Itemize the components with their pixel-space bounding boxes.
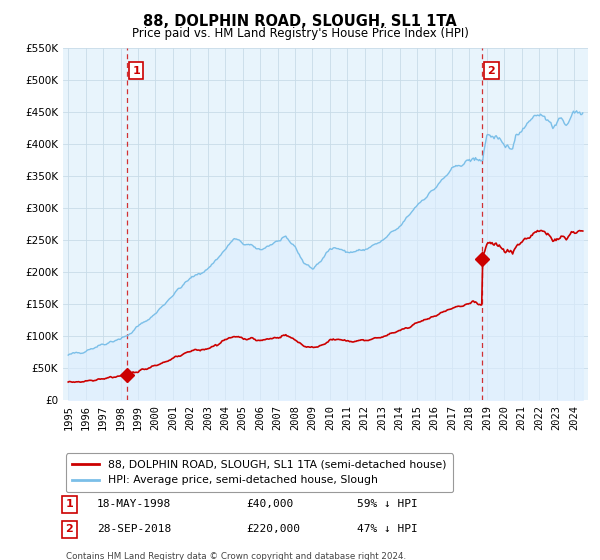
Text: 28-SEP-2018: 28-SEP-2018 [97,524,172,534]
Text: 59% ↓ HPI: 59% ↓ HPI [357,500,418,510]
Text: 1: 1 [132,66,140,76]
Text: 2: 2 [488,66,495,76]
Text: 2: 2 [65,524,73,534]
Text: £220,000: £220,000 [247,524,301,534]
Legend: 88, DOLPHIN ROAD, SLOUGH, SL1 1TA (semi-detached house), HPI: Average price, sem: 88, DOLPHIN ROAD, SLOUGH, SL1 1TA (semi-… [66,454,453,492]
Text: 88, DOLPHIN ROAD, SLOUGH, SL1 1TA: 88, DOLPHIN ROAD, SLOUGH, SL1 1TA [143,14,457,29]
Text: 18-MAY-1998: 18-MAY-1998 [97,500,172,510]
Text: 1: 1 [65,500,73,510]
Text: Contains HM Land Registry data © Crown copyright and database right 2024.
This d: Contains HM Land Registry data © Crown c… [65,552,406,560]
Text: 47% ↓ HPI: 47% ↓ HPI [357,524,418,534]
Text: Price paid vs. HM Land Registry's House Price Index (HPI): Price paid vs. HM Land Registry's House … [131,27,469,40]
Text: £40,000: £40,000 [247,500,294,510]
